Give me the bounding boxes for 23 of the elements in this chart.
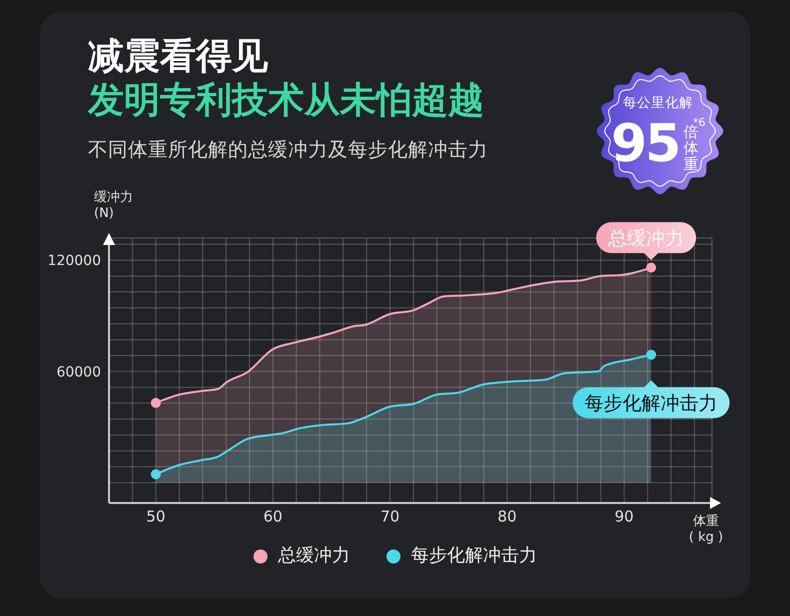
annotation: 总缓冲力 — [607, 228, 684, 250]
text: 不同体重所化解的总缓冲力及每步化解冲击力 — [88, 137, 488, 163]
y-axis-title: 缓冲力 (N) — [94, 190, 133, 222]
text: 95 — [611, 114, 680, 174]
point — [150, 469, 161, 480]
point — [646, 350, 656, 360]
x-tick-label: 90 — [614, 508, 634, 526]
point — [646, 262, 656, 273]
x-tick-label: 60 — [263, 508, 282, 526]
x-axis-title: 体重 ( kg ) — [688, 514, 724, 546]
y-tick-label: 60000 — [56, 364, 101, 380]
chart-subtitle: 发明专利技术从未怕超越 — [88, 79, 484, 123]
x-tick-label: 80 — [498, 508, 517, 526]
legend-label: 每步化解冲击力 — [411, 544, 537, 568]
y-tick-label: 120000 — [48, 253, 101, 270]
text: 每公里化解 — [622, 94, 694, 112]
point — [150, 398, 161, 408]
x-tick-label: 50 — [146, 508, 166, 526]
legend-label: 总缓冲力 — [278, 544, 350, 568]
text: 倍体重 — [683, 123, 698, 173]
annotation: 每步化解冲击力 — [584, 392, 718, 415]
chart-title: 减震看得见 — [88, 35, 268, 79]
x-tick-label: 70 — [380, 508, 400, 526]
